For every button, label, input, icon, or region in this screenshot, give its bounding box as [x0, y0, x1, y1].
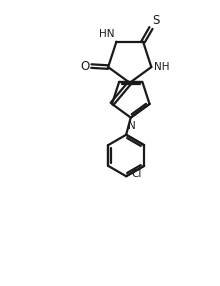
Text: NH: NH — [154, 62, 169, 72]
Text: N: N — [128, 121, 136, 131]
Text: Cl: Cl — [132, 169, 142, 179]
Text: HN: HN — [99, 29, 115, 39]
Text: S: S — [153, 14, 160, 27]
Text: O: O — [80, 59, 89, 73]
